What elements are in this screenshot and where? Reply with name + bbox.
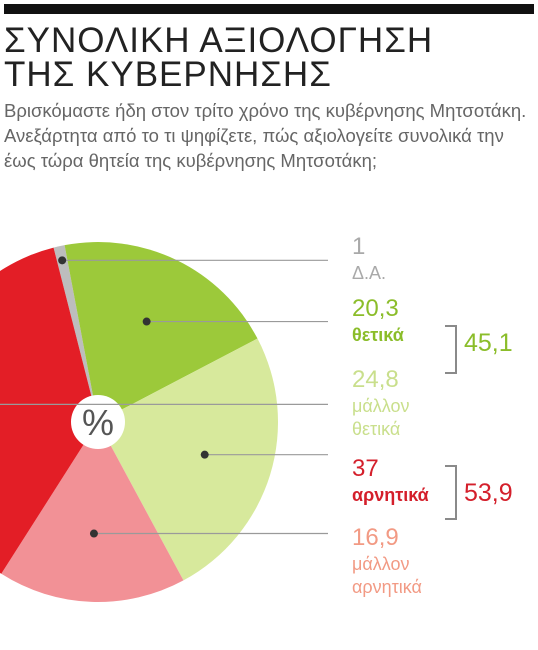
pie-slice-μάλλον-θετικά — [98, 338, 279, 581]
group-total-1: 45,1 — [464, 329, 513, 357]
value-label-θετικά: 20,3 — [352, 295, 399, 322]
category-label-αρνητικά: αρνητικά — [352, 485, 429, 505]
leader-dot-μάλλον-αρνητικά — [89, 529, 98, 538]
category-label-μάλλον-αρνητικά-line-1: μάλλον — [352, 554, 410, 574]
group-bracket-2 — [445, 465, 457, 520]
chart-title: ΣΥΝΟΛΙΚΗ ΑΞΙΟΛΟΓΗΣΗ ΤΗΣ ΚΥΒΕΡΝΗΣΗΣ — [4, 21, 434, 94]
pie-slice-ΔΑ — [53, 245, 98, 422]
pie-slice-θετικά — [64, 241, 258, 422]
value-label-ΔΑ: 1 — [352, 233, 365, 260]
pie-slice-μάλλον-αρνητικά — [1, 422, 184, 603]
pie-center-circle — [71, 395, 125, 449]
category-label-μάλλον-θετικά-line-2: θετικά — [352, 419, 400, 439]
pie-slice-αρνητικά — [0, 247, 98, 574]
category-label-μάλλον-αρνητικά-line-2: αρνητικά — [352, 577, 422, 597]
group-bracket-1 — [445, 325, 457, 374]
category-label-θετικά: θετικά — [352, 325, 404, 345]
category-label-μάλλον-θετικά-line-1: μάλλον — [352, 396, 410, 416]
title-line-1: ΣΥΝΟΛΙΚΗ ΑΞΙΟΛΟΓΗΣΗ — [4, 21, 434, 60]
value-label-αρνητικά: 37 — [352, 455, 379, 482]
title-line-2: ΤΗΣ ΚΥΒΕΡΝΗΣΗΣ — [4, 55, 332, 94]
top-rule — [4, 4, 534, 14]
leader-dot-θετικά — [142, 317, 151, 326]
group-total-2: 53,9 — [464, 479, 513, 507]
pie-center-label: % — [82, 402, 114, 443]
leader-dot-ΔΑ — [58, 256, 67, 265]
leader-dot-μάλλον-θετικά — [200, 450, 209, 459]
value-label-μάλλον-αρνητικά: 16,9 — [352, 524, 399, 551]
value-label-μάλλον-θετικά: 24,8 — [352, 366, 399, 393]
survey-question: Βρισκόμαστε ήδη στον τρίτο χρόνο της κυβ… — [4, 100, 527, 171]
category-label-ΔΑ: Δ.Α. — [352, 263, 386, 283]
